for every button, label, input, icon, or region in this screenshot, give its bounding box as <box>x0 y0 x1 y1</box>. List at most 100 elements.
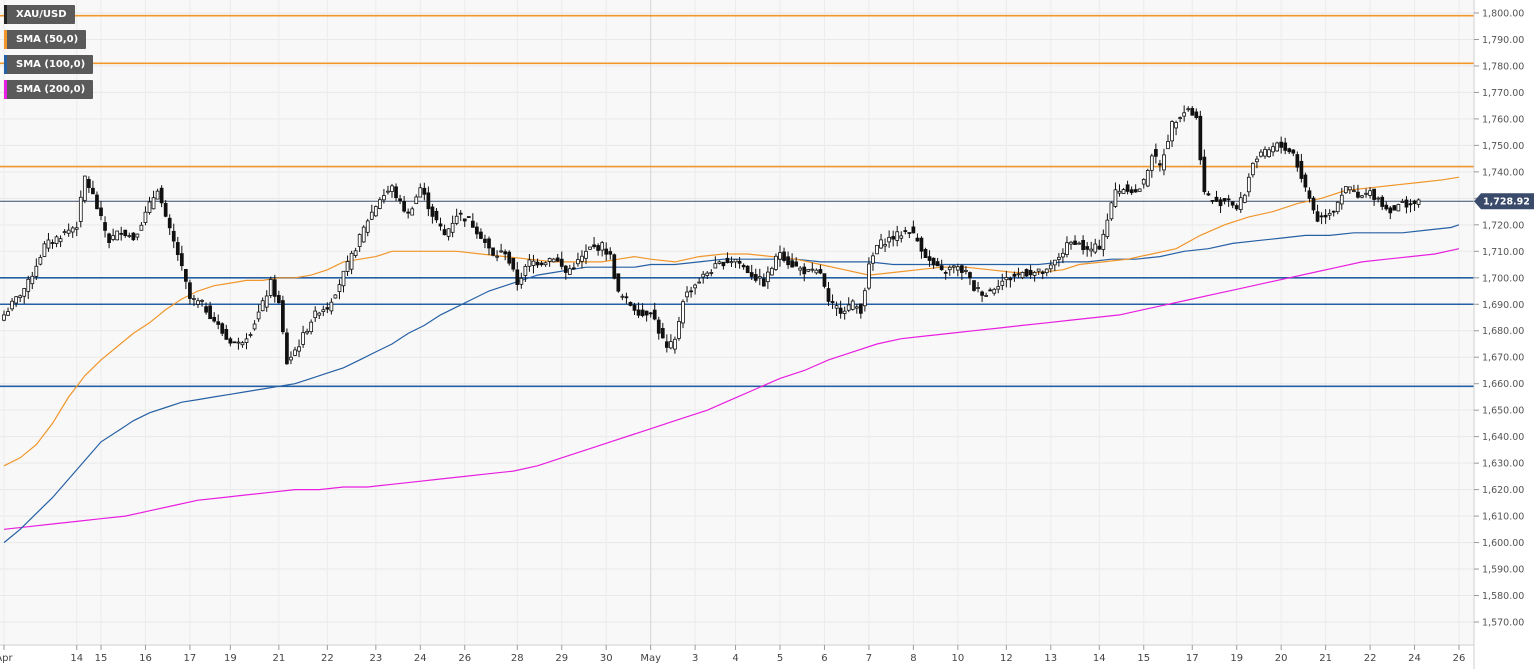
x-tick-label: 19 <box>224 653 237 664</box>
candle-body-140 <box>567 268 572 275</box>
horizontal-levels <box>0 14 1474 388</box>
candle-body-67 <box>272 279 277 297</box>
legend-item-sma100[interactable]: SMA (100,0) <box>4 55 94 74</box>
candle-body-328 <box>1327 212 1332 216</box>
candle-body-16 <box>66 229 71 234</box>
candle-body-322 <box>1303 174 1308 188</box>
candle-body-28 <box>115 230 120 241</box>
candle-body-13 <box>54 236 59 245</box>
legend-item-xauusd[interactable]: XAU/USD <box>4 5 75 24</box>
candle-body-221 <box>895 231 900 241</box>
candle-body-284 <box>1149 155 1154 171</box>
x-tick-label: Apr <box>0 653 14 664</box>
candle-body-61 <box>248 334 253 336</box>
candle-body-340 <box>1376 197 1381 200</box>
candle-body-44 <box>179 253 184 267</box>
candle-body-75 <box>305 330 309 334</box>
candle-body-136 <box>551 258 556 263</box>
candle-body-171 <box>693 284 697 289</box>
candle-body-268 <box>1085 246 1090 250</box>
candle-body-188 <box>761 278 766 287</box>
candle-body-60 <box>244 338 249 343</box>
candle-body-11 <box>46 239 51 249</box>
candle-body-79 <box>321 309 326 313</box>
candle-body-157 <box>636 309 641 316</box>
candle-body-281 <box>1137 188 1142 192</box>
y-tick-label: 1,670.00 <box>1482 353 1524 364</box>
candle-body-173 <box>701 273 706 278</box>
candle-body-122 <box>495 255 499 258</box>
candle-body-121 <box>491 247 495 256</box>
candle-body-156 <box>632 304 637 311</box>
candle-body-21 <box>87 179 91 188</box>
candle-body-300 <box>1214 196 1219 202</box>
candle-body-7 <box>30 275 35 285</box>
x-tick-label: 30 <box>600 653 613 664</box>
candle-body-62 <box>252 323 257 330</box>
y-tick-label: 1,800.00 <box>1482 9 1524 20</box>
candle-body-128 <box>519 277 524 285</box>
candle-body-154 <box>624 296 629 299</box>
candle-body-162 <box>656 319 661 334</box>
candle-body-280 <box>1133 189 1138 193</box>
candle-body-91 <box>369 211 374 220</box>
candle-body-163 <box>660 327 665 339</box>
y-tick-label: 1,780.00 <box>1482 61 1524 72</box>
candle-body-12 <box>50 242 55 244</box>
candle-body-211 <box>854 306 859 309</box>
candle-body-267 <box>1081 239 1085 251</box>
candle-body-233 <box>943 271 948 274</box>
candle-body-331 <box>1339 194 1344 205</box>
candle-body-232 <box>939 265 944 271</box>
candle-body-106 <box>430 206 435 217</box>
candle-body-118 <box>479 231 483 239</box>
candle-body-305 <box>1234 205 1239 210</box>
candle-body-276 <box>1117 190 1122 194</box>
legend-item-sma50[interactable]: SMA (50,0) <box>4 30 87 49</box>
candle-body-290 <box>1174 122 1178 129</box>
candle-body-208 <box>842 310 847 314</box>
candle-body-22 <box>91 187 95 195</box>
candle-body-155 <box>628 301 633 306</box>
candle-body-252 <box>1020 271 1025 279</box>
candle-body-40 <box>163 203 168 217</box>
candle-body-81 <box>329 301 334 312</box>
candle-body-144 <box>584 250 588 259</box>
candle-body-54 <box>220 323 225 334</box>
y-tick-label: 1,770.00 <box>1482 88 1524 99</box>
candle-body-92 <box>373 206 378 217</box>
candle-body-125 <box>507 251 512 264</box>
legend-label-sma100: SMA (100,0) <box>16 59 86 70</box>
candle-body-283 <box>1145 169 1150 187</box>
candle-body-289 <box>1170 121 1174 142</box>
candle-body-53 <box>216 321 221 325</box>
candle-body-202 <box>818 269 823 274</box>
candle-body-197 <box>798 267 803 271</box>
candle-body-105 <box>426 192 431 210</box>
legend-swatch-xauusd <box>4 5 7 24</box>
candle-body-143 <box>580 255 584 262</box>
candle-body-41 <box>167 217 172 229</box>
candle-body-199 <box>806 269 811 272</box>
candle-body-246 <box>996 286 1001 290</box>
candle-body-146 <box>592 244 596 248</box>
candle-body-69 <box>281 300 285 333</box>
candle-body-247 <box>1000 280 1005 286</box>
candle-body-14 <box>58 238 63 243</box>
candle-body-130 <box>527 259 532 267</box>
x-tick-label: 7 <box>866 653 872 664</box>
candle-body-37 <box>151 197 156 210</box>
candle-body-104 <box>422 187 427 195</box>
candle-body-265 <box>1073 240 1077 245</box>
candle-body-168 <box>681 301 685 324</box>
candle-body-216 <box>875 244 879 255</box>
legend-item-sma200[interactable]: SMA (200,0) <box>4 80 94 99</box>
candle-body-19 <box>78 196 83 222</box>
candle-body-303 <box>1226 198 1231 201</box>
x-tick-label: 15 <box>1137 653 1150 664</box>
candle-body-259 <box>1048 264 1053 270</box>
candle-body-264 <box>1069 241 1073 245</box>
candle-body-349 <box>1412 200 1417 204</box>
candle-body-250 <box>1012 273 1017 277</box>
